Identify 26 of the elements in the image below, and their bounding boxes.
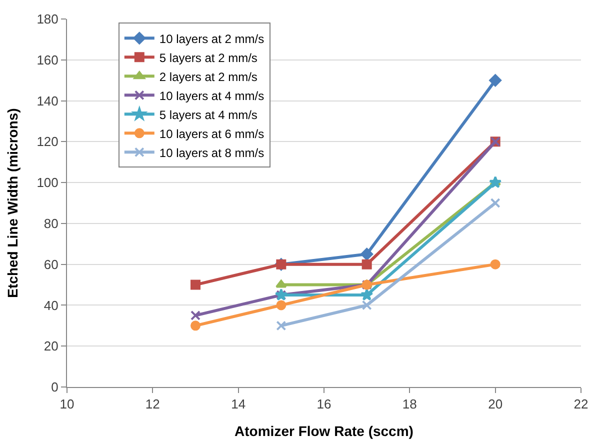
y-tick-label: 20	[44, 338, 58, 354]
y-tick-label: 80	[44, 216, 58, 231]
legend-label: 5 layers at 4 mm/s	[159, 108, 258, 122]
y-tick-label: 120	[36, 134, 58, 150]
legend-label: 5 layers at 2 mm/s	[159, 50, 258, 65]
legend-label: 10 layers at 2 mm/s	[159, 32, 264, 46]
x-tick-label: 16	[316, 396, 332, 412]
x-tick-label: 22	[574, 396, 588, 412]
y-tick-label: 40	[44, 298, 58, 313]
y-tick-label: 180	[36, 12, 58, 27]
y-tick-label: 160	[36, 52, 58, 68]
x-tick-label: 12	[145, 396, 160, 412]
y-axis-title: Etched Line Width (microns)	[4, 108, 20, 298]
x-axis-title: Atomizer Flow Rate (sccm)	[234, 422, 414, 439]
y-tick-label: 140	[36, 93, 58, 108]
x-tick-label: 18	[402, 396, 417, 412]
y-tick-label: 100	[36, 175, 58, 190]
y-tick-label: 0	[51, 380, 58, 395]
legend-label: 10 layers at 4 mm/s	[159, 88, 264, 103]
x-tick-label: 10	[60, 396, 74, 412]
y-tick-label: 60	[44, 256, 58, 272]
legend-label: 10 layers at 8 mm/s	[159, 146, 264, 160]
x-tick-label: 20	[488, 396, 503, 412]
x-tick-label: 14	[231, 396, 246, 412]
legend-label: 2 layers at 2 mm/s	[159, 70, 258, 84]
legend-label: 10 layers at 6 mm/s	[159, 126, 264, 141]
